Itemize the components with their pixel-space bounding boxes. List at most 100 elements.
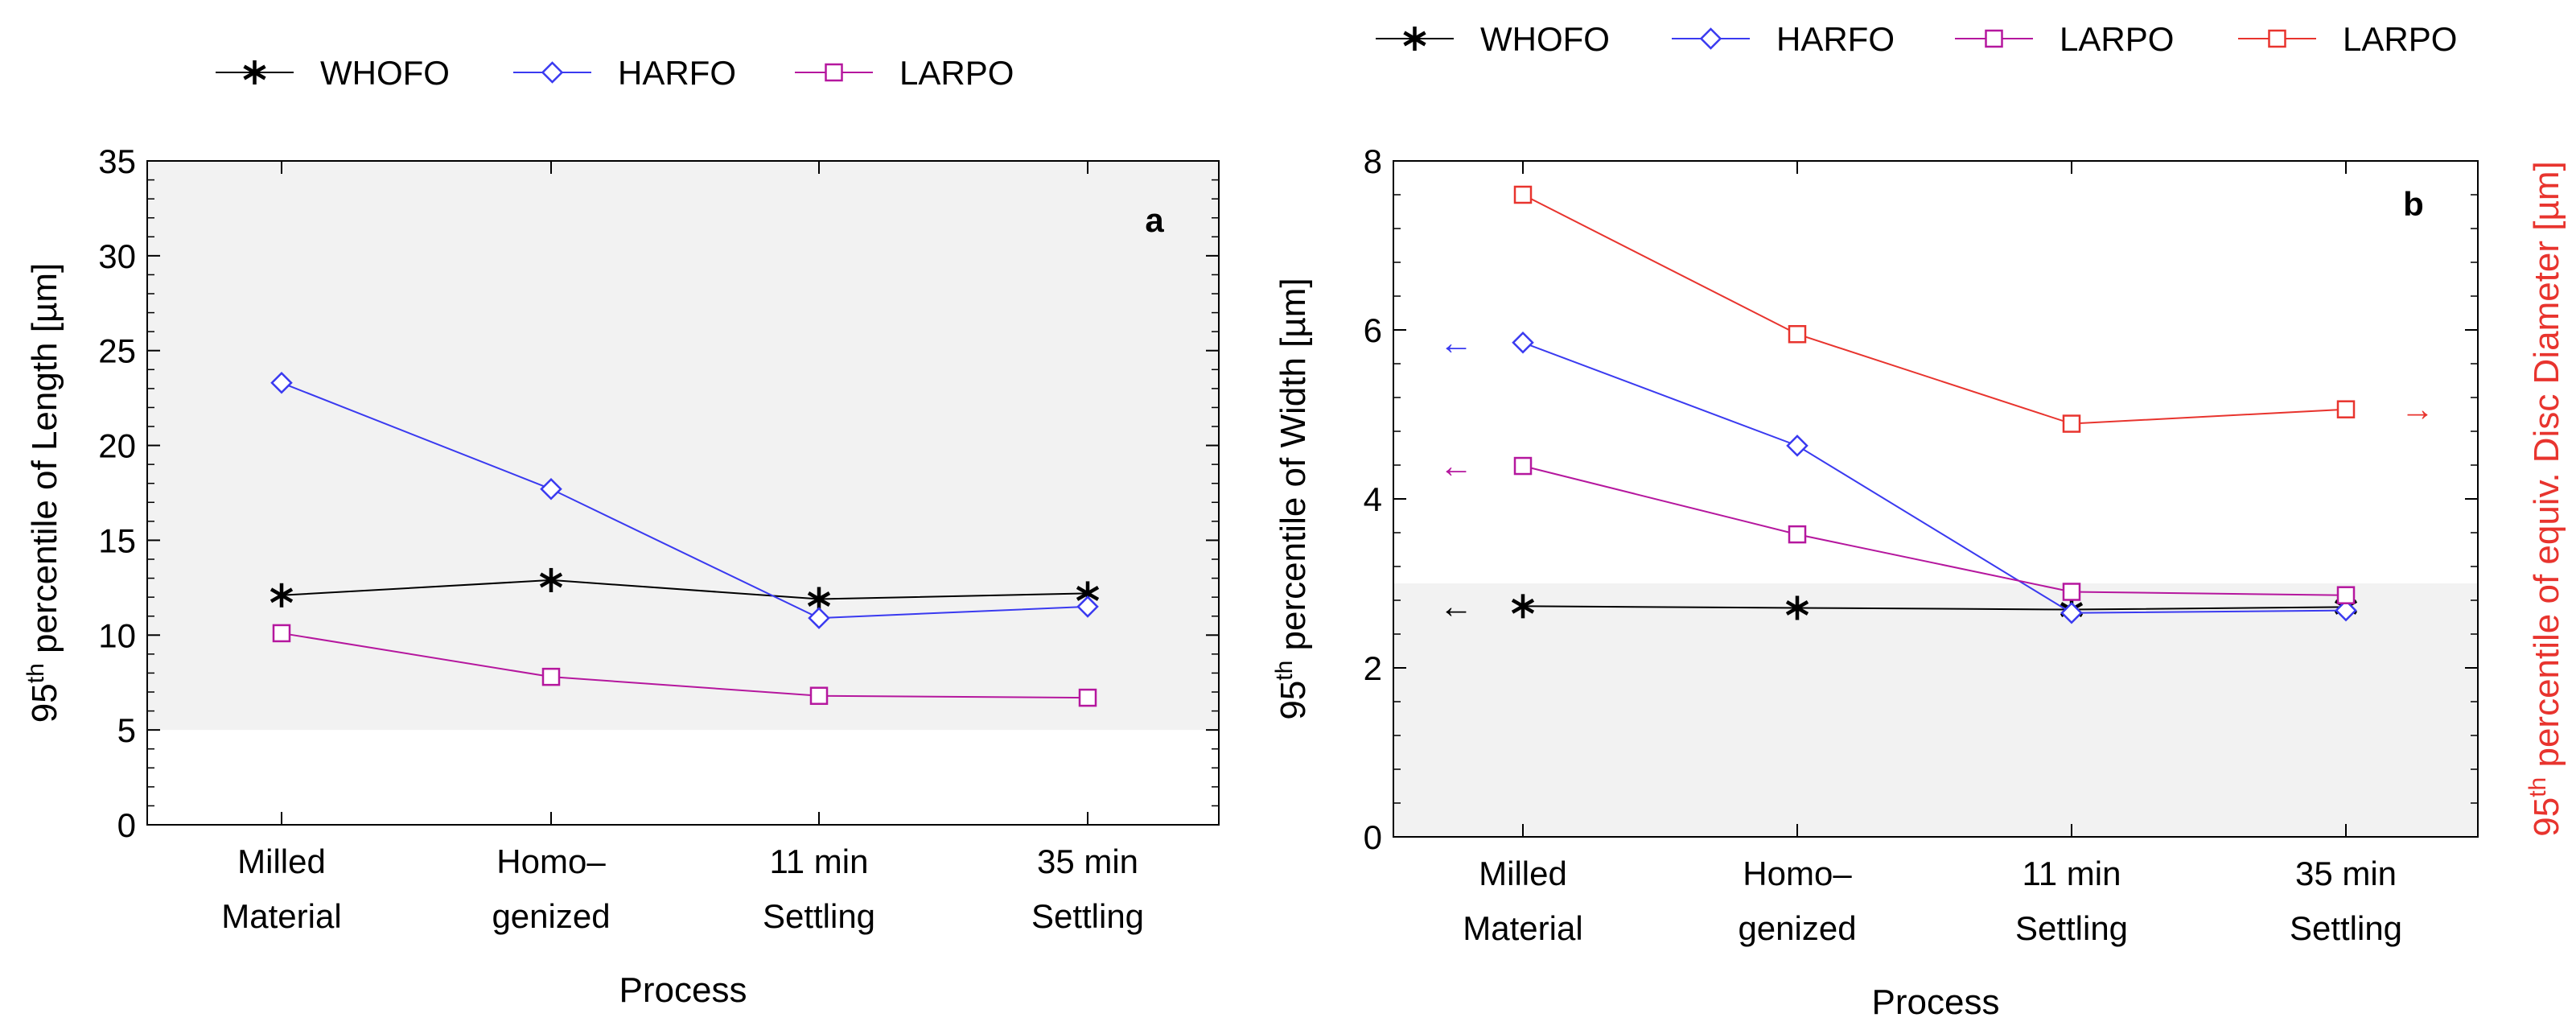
data-point <box>808 607 830 629</box>
y-axis-title-prefix: 95 <box>25 683 64 723</box>
y-tick-label: 4 <box>1364 480 1382 518</box>
series-harfo-1: ← <box>1439 323 2357 624</box>
series-line <box>281 632 1088 699</box>
data-point-stroke <box>1076 585 1100 601</box>
legend-item-larpo: LARPO <box>1955 20 2174 58</box>
series-larpo-3: → <box>1513 185 2434 433</box>
x-axis-title: Process <box>1872 983 2000 1022</box>
data-point <box>1786 435 1809 457</box>
category-label-line1: Homo– <box>496 842 606 880</box>
data-point <box>272 624 291 643</box>
data-point <box>270 583 294 608</box>
legend-item-harfo: HARFO <box>513 54 736 92</box>
data-point <box>2336 400 2356 418</box>
category-label-line1: 35 min <box>1037 842 1138 880</box>
data-point <box>2062 583 2081 601</box>
series-harfo-1 <box>270 372 1099 629</box>
y2-axis-title-suffix: percentile of equiv. Disc Diameter [µm] <box>2527 161 2566 777</box>
data-point-stroke <box>807 591 831 607</box>
y2-axis-title-prefix: 95 <box>2527 797 2566 837</box>
legend-marker <box>1985 29 2003 48</box>
data-point <box>1512 331 1534 354</box>
data-point-stroke <box>539 572 563 588</box>
series-whofo-0 <box>270 567 1100 612</box>
y-tick-label: 8 <box>1364 142 1382 180</box>
y-axis-title-prefix: 95 <box>1274 681 1313 720</box>
data-point <box>1511 594 1535 619</box>
y-tick-label: 10 <box>98 616 136 654</box>
series-line <box>281 579 1088 600</box>
y2-axis-title-sup: th <box>2525 777 2551 797</box>
axis-arrow-left: ← <box>1439 323 1473 361</box>
y-tick-label: 30 <box>98 237 136 275</box>
legend-marker-stroke <box>1403 31 1426 47</box>
series-line <box>1522 341 2347 614</box>
legend-item-whofo: WHOFO <box>216 54 450 92</box>
category-label-line2: Settling <box>2015 909 2128 947</box>
legend-label: WHOFO <box>1480 20 1610 58</box>
legend-marker <box>541 61 564 84</box>
data-point <box>2336 586 2356 604</box>
data-point <box>1513 456 1533 476</box>
legend-label: LARPO <box>2343 20 2457 58</box>
y-axis-title: 95th percentile of Length [µm] <box>23 263 65 723</box>
data-point-stroke <box>270 587 294 604</box>
chart-panel-a: 0 5 10 15 20 25 30 35 Milled Material Homo– genized… <box>23 54 1220 1010</box>
axis-arrow-left: ← <box>1439 447 1473 484</box>
series-line <box>1522 465 2347 596</box>
panel-label: a <box>1145 201 1164 239</box>
series-line <box>1522 605 2347 611</box>
category-label-line1: Homo– <box>1743 855 1852 892</box>
category-label-line1: 11 min <box>2023 855 2121 892</box>
data-point <box>1076 595 1099 618</box>
data-point <box>1785 595 1809 620</box>
shaded-region <box>147 161 1219 731</box>
category-label-line2: genized <box>492 897 610 935</box>
legend-marker <box>1403 27 1426 51</box>
axis-arrow-right: → <box>2401 390 2434 428</box>
category-label-line2: Settling <box>763 897 875 935</box>
legend-marker <box>243 60 266 84</box>
series-larpo-2 <box>272 624 1097 707</box>
category-label-line2: genized <box>1738 909 1856 947</box>
legend-item-harfo: HARFO <box>1672 20 1895 58</box>
axis-arrow-left: ← <box>1439 587 1473 624</box>
legend-label: WHOFO <box>320 54 450 92</box>
y-axis-title: 95th percentile of Width [µm] <box>1271 278 1314 719</box>
legend-label: HARFO <box>1776 20 1895 58</box>
data-point <box>1078 688 1097 707</box>
series-line <box>281 381 1088 620</box>
y-axis-title-sup: th <box>23 663 49 683</box>
legend-item-larpo: LARPO <box>795 54 1014 92</box>
y-axis-title-suffix: percentile of Width [µm] <box>1274 278 1313 660</box>
y-tick-label: 6 <box>1364 311 1382 349</box>
series-larpo-2: ← <box>1439 447 2356 604</box>
category-label-line2: Material <box>221 897 341 935</box>
y-tick-label: 35 <box>98 142 136 180</box>
data-point <box>1788 325 1807 344</box>
panel-label: b <box>2403 185 2424 223</box>
y2-axis-title: 95th percentile of equiv. Disc Diameter … <box>2525 161 2567 836</box>
series-line <box>1522 194 2347 425</box>
data-point <box>540 478 562 501</box>
y-axis-title-suffix: percentile of Length [µm] <box>25 263 64 663</box>
data-point <box>2335 599 2357 622</box>
data-point <box>1513 185 1533 204</box>
category-label-line1: Milled <box>1479 855 1567 892</box>
y-tick-label: 0 <box>1364 818 1382 856</box>
category-label-line1: Milled <box>237 842 326 880</box>
chart-panel-b: 0 2 4 6 8 Milled Material Homo– genized 11 min Set… <box>1271 20 2567 1022</box>
y-tick-label: 2 <box>1364 649 1382 687</box>
category-label-line1: 11 min <box>770 842 869 880</box>
y-tick-label: 5 <box>117 711 136 749</box>
data-point <box>539 567 563 592</box>
y-tick-label: 20 <box>98 427 136 465</box>
legend-label: LARPO <box>899 54 1014 92</box>
category-label-line1: 35 min <box>2295 855 2397 892</box>
y-axis-title-sup: th <box>1271 661 1298 681</box>
plot-frame <box>146 160 1220 826</box>
data-point <box>270 372 293 394</box>
data-point-stroke <box>1785 600 1809 616</box>
legend-label: HARFO <box>618 54 736 92</box>
